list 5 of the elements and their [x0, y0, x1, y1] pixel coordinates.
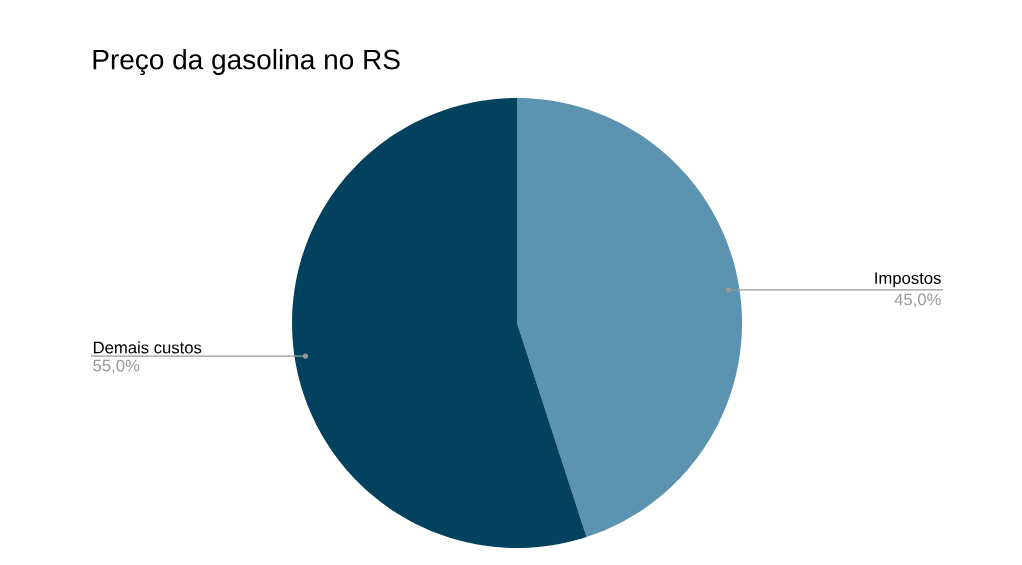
data-label: 45,0%	[894, 293, 941, 308]
chart-title: Preço da gasolina no RS	[93, 48, 400, 76]
slice-label: Impostos	[875, 272, 941, 288]
slice-label: Demais custos	[93, 341, 202, 354]
data-label: 55,0%	[93, 359, 140, 374]
